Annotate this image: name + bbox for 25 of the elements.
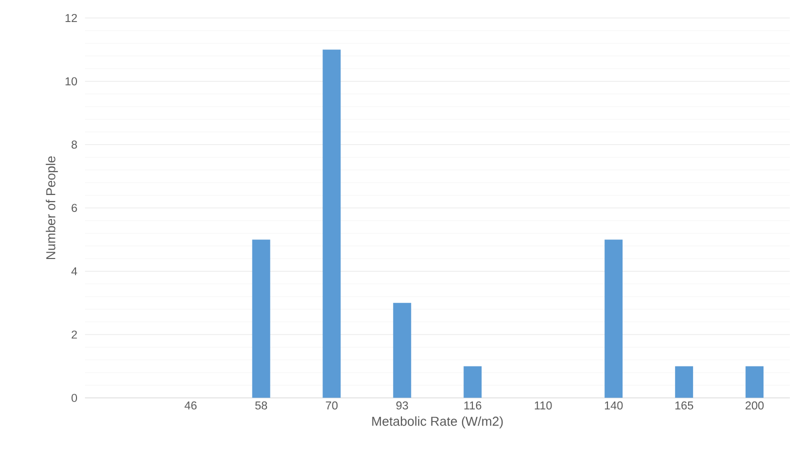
bar [746, 366, 764, 398]
y-tick-label: 8 [72, 140, 77, 149]
bar [464, 366, 482, 398]
x-tick-label: 46 [184, 401, 197, 410]
y-tick-label: 0 [72, 394, 78, 402]
bar [252, 240, 270, 398]
x-tick-label: 110 [534, 401, 552, 410]
x-tick-label: 93 [396, 401, 408, 410]
x-tick-label: 140 [604, 401, 623, 410]
x-axis-title: Metabolic Rate (W/m2) [372, 416, 503, 428]
y-axis-title: Number of People [46, 156, 58, 260]
y-tick-label: 12 [66, 14, 77, 22]
bar [604, 240, 623, 398]
bar [322, 50, 341, 398]
x-tick-label: 58 [255, 401, 268, 410]
x-tick-label: 200 [746, 401, 764, 410]
y-tick-label: 10 [66, 77, 78, 86]
x-tick-label: 116 [464, 401, 482, 410]
x-tick-label: 70 [326, 401, 338, 410]
y-tick-label: 4 [71, 267, 78, 276]
x-tick-label: 165 [675, 401, 694, 410]
y-tick-label: 2 [72, 330, 77, 339]
bar [675, 366, 694, 398]
y-tick-label: 6 [72, 204, 77, 212]
bar [393, 302, 412, 398]
